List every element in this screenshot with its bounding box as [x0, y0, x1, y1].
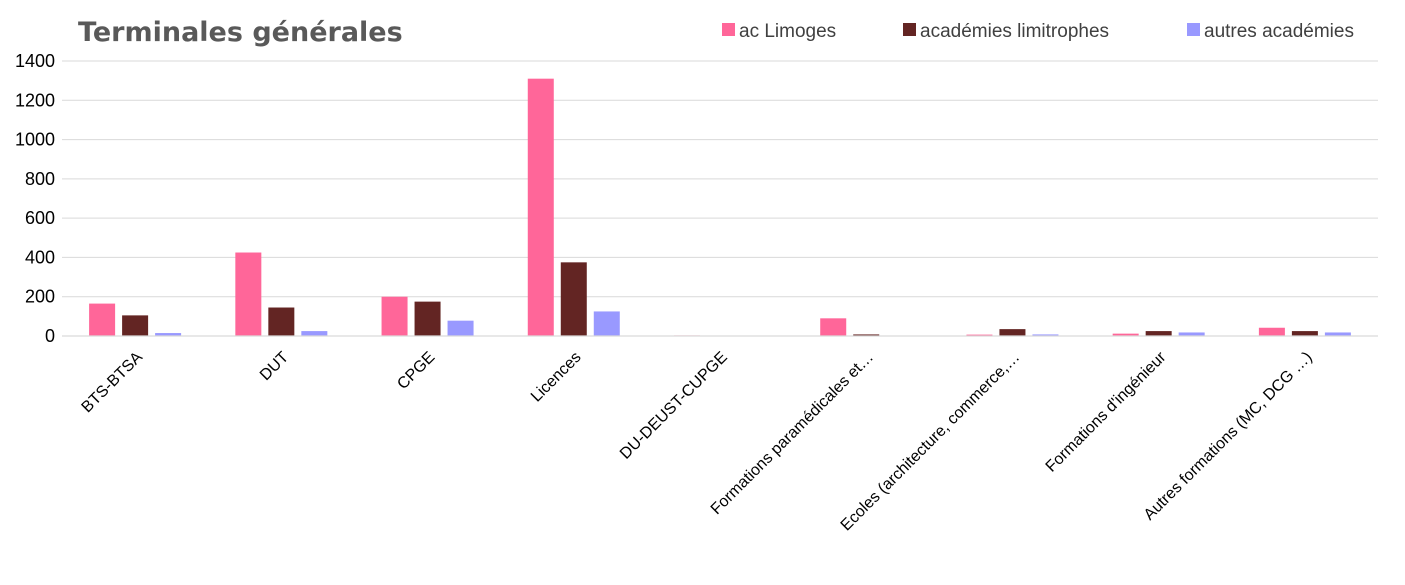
- x-tick-label: DU-DEUST-CUPGE: [617, 349, 731, 463]
- gridlines: [62, 60, 1378, 298]
- y-tick-label: 200: [25, 287, 55, 307]
- x-tick-label: CPGE: [394, 349, 438, 393]
- chart-title: Terminales générales: [78, 17, 403, 48]
- bar: [1291, 331, 1318, 336]
- bar: [447, 320, 474, 336]
- y-axis-ticks: 0 200 400 600 800 1000 1200 1400: [15, 51, 55, 346]
- bar: [155, 333, 182, 336]
- bar: [301, 331, 328, 336]
- y-tick-label: 1200: [15, 90, 55, 110]
- bar: [268, 307, 295, 336]
- x-tick-label: Autres formations (MC, DCG …): [1141, 349, 1316, 524]
- bar: [593, 311, 620, 336]
- y-tick-label: 400: [25, 247, 55, 267]
- bar: [820, 318, 847, 336]
- legend-swatch: [1187, 23, 1200, 36]
- bar: [560, 262, 587, 336]
- y-tick-label: 1000: [15, 130, 55, 150]
- x-tick-label: Ecoles (architecture, commerce,…: [838, 349, 1024, 535]
- x-tick-label: DUT: [257, 349, 292, 384]
- bars: [89, 78, 1351, 336]
- legend: ac Limoges académies limitrophes autres ac…: [722, 21, 1354, 42]
- x-tick-label: Formations paramédicales et…: [708, 349, 877, 518]
- bar: [235, 252, 262, 336]
- y-tick-label: 1400: [15, 51, 55, 71]
- y-tick-label: 800: [25, 169, 55, 189]
- bar: [1032, 334, 1059, 336]
- bar: [381, 296, 408, 336]
- bar: [1178, 332, 1205, 336]
- bar: [527, 78, 554, 336]
- bar: [1324, 332, 1351, 336]
- x-tick-label: BTS-BTSA: [79, 349, 147, 417]
- legend-label: académies limitrophes: [920, 21, 1109, 42]
- bar: [999, 329, 1026, 336]
- legend-swatch: [903, 23, 916, 36]
- legend-swatch: [722, 23, 735, 36]
- bar: [1258, 327, 1285, 336]
- bar: [1112, 333, 1139, 336]
- bar: [1145, 331, 1172, 336]
- x-tick-label: Formations d'ingénieur: [1043, 348, 1170, 475]
- bar: [966, 334, 993, 336]
- bar: [853, 334, 880, 336]
- legend-label: ac Limoges: [739, 21, 836, 42]
- bar: [89, 303, 116, 336]
- bar: [122, 315, 149, 336]
- bar: [414, 301, 441, 336]
- x-axis-labels: BTS-BTSA DUT CPGE Licences DU-DEUST-CUPGEFor…: [79, 348, 1316, 534]
- legend-label: autres académies: [1204, 21, 1354, 42]
- y-tick-label: 600: [25, 208, 55, 228]
- x-tick-label: Licences: [528, 349, 585, 406]
- y-tick-label: 0: [45, 326, 55, 346]
